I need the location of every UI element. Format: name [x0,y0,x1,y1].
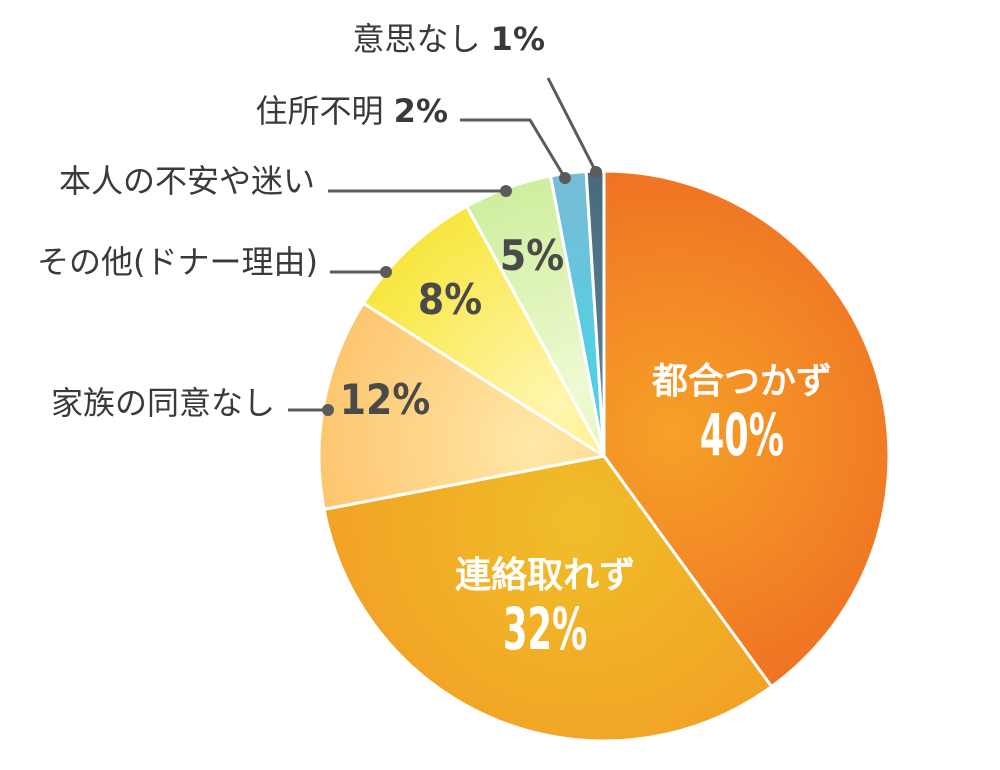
pie-slices [317,169,891,743]
slice-6-value-label: 2% [394,92,448,130]
slice-2-name-label: 連絡取れず [455,555,635,596]
slice-3 [317,301,606,511]
slice-1 [602,169,891,689]
slice-4-value-label: 8% [418,275,482,324]
slice-7-leader-line [546,77,598,173]
slice-4-leader-dot [380,266,392,278]
slice-3-value-label: 12% [340,375,430,424]
slice-1-name-label: 都合つかず [651,361,832,402]
slice-6-name-text: 住所不明 [255,92,393,130]
slice-6-leader-dot [559,172,571,184]
slice-4 [361,204,606,458]
slice-5-value-label: 5% [500,231,564,280]
slice-2-value-label: 32% [503,595,587,663]
slice-5-name-label: 本人の不安や迷い [59,162,315,200]
slice-4-name-label: その他(ドナー理由) [37,243,318,281]
slice-7-value-label: 1% [491,20,545,58]
slice-5-leader-dot [500,185,512,197]
slice-7-name-text: 意思なし [352,20,490,58]
slice-7-name-label: 意思なし 1% [352,20,545,58]
slice-7-leader-dot [590,166,602,178]
slice-2 [322,454,774,743]
slice-1-value-label: 40% [700,401,784,469]
slice-6-leader-line [460,118,567,179]
slice-3-name-label: 家族の同意なし [51,384,275,422]
slice-3-leader-dot [322,404,334,416]
leader-lines [288,77,602,416]
slice-6-name-label: 住所不明 2% [255,92,448,130]
